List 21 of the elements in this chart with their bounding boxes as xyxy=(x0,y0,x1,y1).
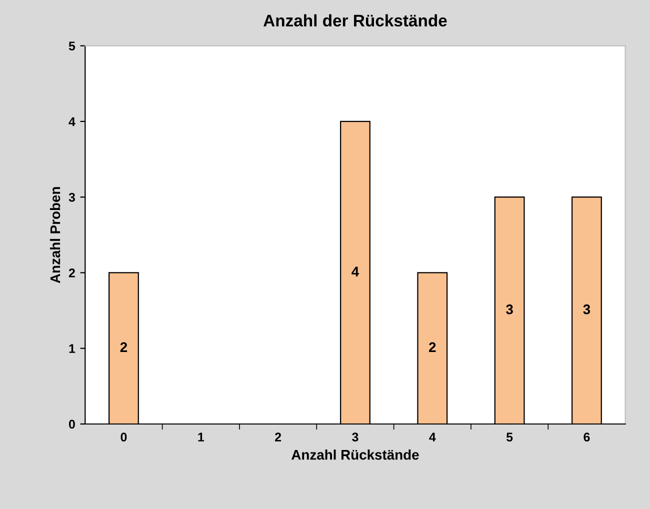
data-label: 4 xyxy=(352,266,360,276)
chart-title: Anzahl der Rückstände xyxy=(263,14,447,27)
x-tick-label: 4 xyxy=(429,432,436,442)
x-axis-title: Anzahl Rückstände xyxy=(292,450,419,460)
x-tick-label: 6 xyxy=(584,432,590,442)
y-tick-label: 2 xyxy=(68,268,75,278)
data-label: 3 xyxy=(583,304,590,314)
x-tick-label: 3 xyxy=(352,432,358,442)
y-tick-label: 0 xyxy=(68,420,75,429)
data-label: 2 xyxy=(429,342,436,352)
y-tick-label: 3 xyxy=(68,192,75,202)
x-tick-label: 2 xyxy=(275,432,282,442)
data-label: 2 xyxy=(120,342,128,352)
y-tick-label: 4 xyxy=(68,117,76,126)
data-label: 3 xyxy=(506,304,513,314)
y-tick-label: 1 xyxy=(69,344,76,353)
y-axis-title: Anzahl Proben xyxy=(50,187,60,284)
x-tick-label: 0 xyxy=(120,432,127,442)
y-tick-label: 5 xyxy=(68,42,76,50)
x-tick-label: 1 xyxy=(198,432,204,442)
x-tick-label: 5 xyxy=(506,432,513,442)
